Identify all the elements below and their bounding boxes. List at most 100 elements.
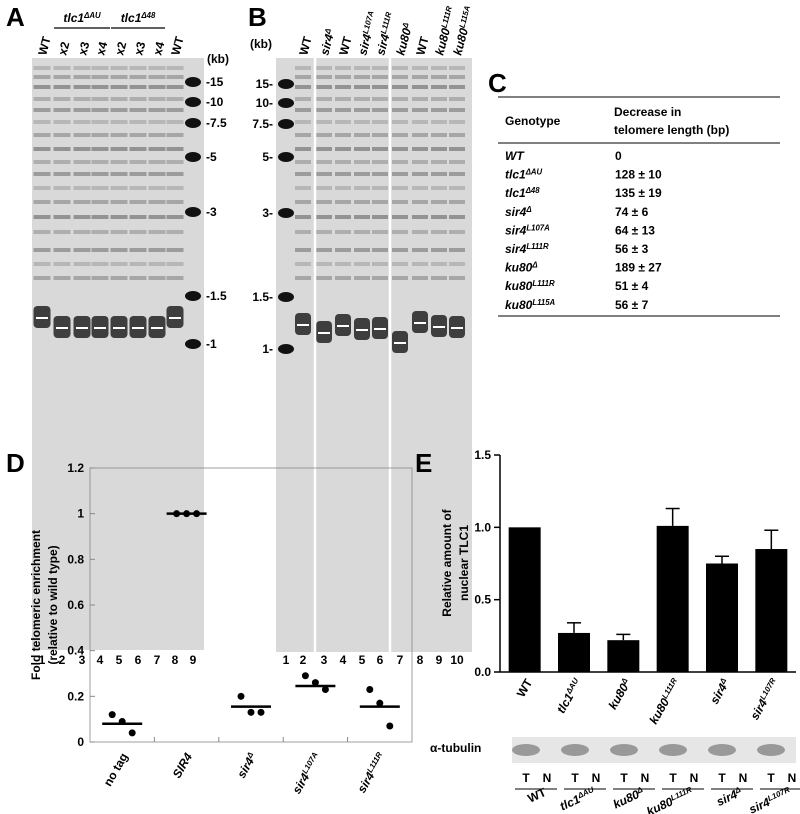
gel-band [91, 133, 109, 137]
gel-band [431, 133, 447, 137]
size-marker: 7.5- [252, 117, 273, 131]
gel-band [129, 147, 147, 151]
panel-letter: D [6, 448, 25, 478]
panel-letter: A [6, 2, 25, 32]
bar [755, 549, 788, 672]
gel-band [354, 215, 370, 219]
table-cell: sir4Δ [505, 204, 532, 219]
gel-band [73, 160, 91, 164]
lane-header: x3 [131, 40, 148, 57]
gel-band [449, 230, 465, 234]
lane-header: ku80Δ [393, 22, 415, 57]
gel-band [372, 262, 388, 266]
gel-band [431, 147, 447, 151]
gel-band [91, 85, 109, 89]
ladder-band [278, 208, 294, 218]
gel-band [33, 215, 51, 219]
table-cell-base: ku80 [505, 298, 533, 312]
gel-band [91, 262, 109, 266]
ladder-band [278, 119, 294, 129]
blot-lane: N [641, 771, 650, 785]
gel-band [129, 262, 147, 266]
table-cell: sir4L107A [505, 223, 550, 238]
table-cell: WT [505, 149, 525, 163]
table-cell: 135 ± 19 [615, 186, 662, 200]
blot-band [659, 744, 687, 756]
gel-band [53, 248, 71, 252]
gel-band [53, 186, 71, 190]
ladder-band [278, 292, 294, 302]
lane-number: 2 [300, 653, 307, 667]
table-cell-superscript: L111R [526, 242, 549, 251]
gel-band [129, 215, 147, 219]
gel-band [129, 160, 147, 164]
y-tick-label: 0.8 [67, 552, 84, 566]
y-axis-label: nuclear TLC1 [457, 525, 471, 601]
lane-number: 3 [79, 653, 86, 667]
gel-band [166, 276, 184, 280]
lane-number: 2 [59, 653, 66, 667]
lane-header-base: ku80 [432, 26, 453, 56]
blot-genotype-superscript: Δ [634, 785, 643, 796]
gel-band [295, 172, 311, 176]
gel-band [53, 97, 71, 101]
gel-band [148, 230, 166, 234]
blot-lane: T [571, 771, 579, 785]
lane-number: 7 [154, 653, 161, 667]
table-cell: 56 ± 3 [615, 242, 649, 256]
gel-band [148, 108, 166, 112]
gel-band [335, 160, 351, 164]
gel-band [392, 133, 408, 137]
gel-band [316, 66, 332, 70]
gel-band [91, 75, 109, 79]
gel-band [148, 75, 166, 79]
gel-band [372, 230, 388, 234]
table-cell-base: sir4 [505, 223, 527, 237]
gel-band [316, 186, 332, 190]
gel-band [129, 120, 147, 124]
gel-band [431, 85, 447, 89]
lane-header: WT [168, 34, 187, 56]
gel-band [295, 186, 311, 190]
ladder-band [185, 339, 201, 349]
group-label: tlc1ΔAU [63, 11, 101, 26]
table-cell-base: tlc1 [505, 186, 526, 200]
gel-band [431, 200, 447, 204]
gel-band [166, 120, 184, 124]
gel-band [449, 66, 465, 70]
gel-band [392, 66, 408, 70]
gel-band [53, 75, 71, 79]
gel-band [392, 186, 408, 190]
gel-band [110, 276, 128, 280]
size-marker: 5- [262, 150, 273, 164]
blot-label: α-tubulin [430, 741, 481, 755]
lane-header-base: ku80 [450, 26, 471, 56]
gel-band [431, 262, 447, 266]
gel-band [73, 85, 91, 89]
gel-band [110, 230, 128, 234]
gel-band [91, 147, 109, 151]
table-cell: tlc1Δ48 [505, 186, 540, 201]
lane-header-superscript: Δ [400, 22, 410, 30]
gel-band [372, 85, 388, 89]
gel-band [73, 186, 91, 190]
gel-band [129, 97, 147, 101]
bar [508, 527, 541, 672]
y-tick-label: 0.4 [67, 644, 84, 658]
gel-band [335, 66, 351, 70]
gel-band [354, 200, 370, 204]
table-cell: 56 ± 7 [615, 298, 649, 312]
gel-band [431, 97, 447, 101]
gel-band [372, 248, 388, 252]
blot-genotype-superscript: Δ [732, 785, 741, 796]
gel-band [449, 108, 465, 112]
gel-band [73, 120, 91, 124]
gel-band [412, 172, 428, 176]
gel-band [295, 200, 311, 204]
group-label-superscript: ΔAU [83, 11, 101, 20]
lane-header-base: sir4 [317, 32, 336, 57]
table-cell: 74 ± 6 [615, 205, 649, 219]
lane-number: 7 [397, 653, 404, 667]
gel-band [412, 120, 428, 124]
gel-band [392, 108, 408, 112]
